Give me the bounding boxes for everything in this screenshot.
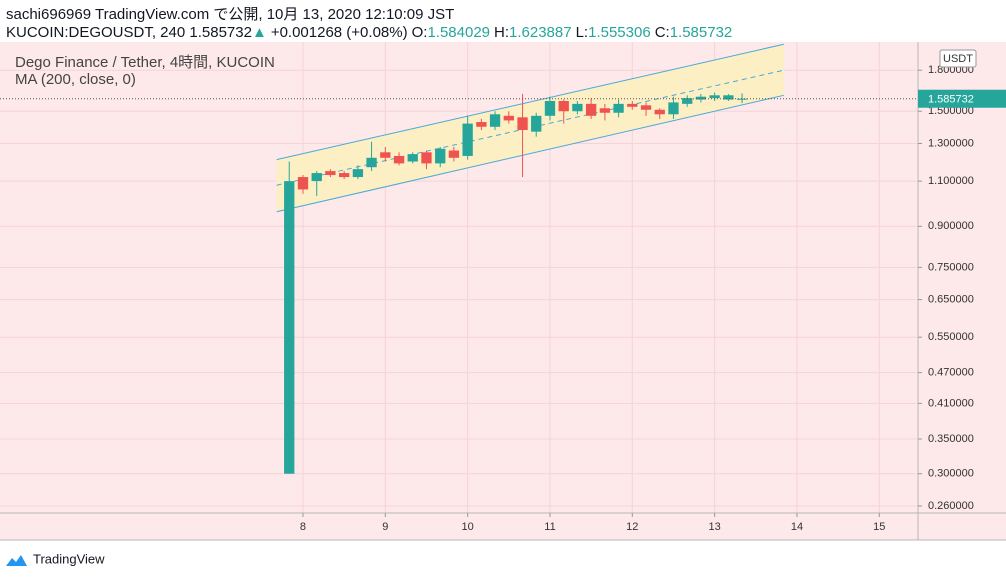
candle-body — [682, 98, 693, 104]
l-value: 1.555306 — [588, 24, 651, 41]
candle-body — [352, 169, 364, 178]
candle-body — [627, 103, 638, 107]
candle-body — [668, 102, 679, 115]
candle-body — [311, 173, 322, 182]
candle-body — [435, 148, 446, 164]
header-quote: KUCOIN:DEGOUSDT, 240 1.585732▲ +0.001268 … — [6, 24, 732, 41]
h-label: H: — [494, 24, 509, 41]
candle-body — [448, 150, 460, 158]
x-tick-label: 11 — [544, 521, 555, 533]
candle-body — [544, 100, 556, 116]
candle-body — [723, 95, 734, 100]
candle-body — [325, 171, 336, 176]
candle-body — [736, 98, 748, 100]
channel-lower — [276, 94, 784, 213]
y-tick-label: 0.350000 — [928, 433, 974, 445]
channel-upper — [276, 43, 784, 161]
candle-body — [695, 96, 707, 100]
x-tick-label: 14 — [791, 521, 803, 533]
candle-body — [709, 95, 720, 99]
candle-body — [654, 109, 665, 115]
footer: TradingView — [6, 551, 105, 566]
x-tick-label: 15 — [873, 521, 885, 533]
y-tick-label: 1.100000 — [928, 175, 974, 187]
l-label: L: — [576, 24, 589, 41]
x-tick-label: 13 — [709, 521, 721, 533]
plot-area — [0, 42, 918, 513]
symbol: KUCOIN:DEGOUSDT, 240 1.585732 — [6, 24, 252, 41]
last-price-tag — [918, 89, 1006, 108]
candle-body — [462, 123, 473, 156]
candle-body — [585, 103, 597, 116]
o-label: O: — [412, 24, 428, 41]
x-tick-label: 10 — [462, 521, 474, 533]
candle-body — [613, 103, 624, 113]
candle-body — [366, 157, 377, 168]
candle-body — [489, 114, 501, 127]
candle-body — [476, 122, 487, 127]
candle-body — [393, 155, 405, 164]
legend-indicator: MA (200, close, 0) — [15, 71, 136, 88]
candle-body — [421, 152, 432, 164]
y-tick-label: 1.300000 — [928, 137, 974, 149]
y-tick-label: 0.900000 — [928, 220, 974, 232]
change: +0.001268 (+0.08%) — [271, 24, 408, 41]
c-label: C: — [655, 24, 670, 41]
candle-body — [572, 103, 583, 112]
candle-body — [531, 115, 542, 132]
h-value: 1.623887 — [509, 24, 572, 41]
candle-body — [407, 154, 418, 162]
logo — [6, 555, 27, 566]
arrow: ▲ — [252, 24, 267, 41]
channel-middle — [276, 69, 784, 186]
footer-brand: TradingView — [33, 551, 105, 566]
candle-body — [297, 177, 309, 190]
y-tick-label: 0.410000 — [928, 397, 974, 409]
overlay: Dego Finance / Tether, 4時間, KUCOIN MA (2… — [15, 54, 275, 88]
y-tick-label: 0.750000 — [928, 261, 974, 273]
y-tick-label: 0.300000 — [928, 468, 974, 480]
x-tick-label: 9 — [382, 521, 388, 533]
candle-body — [558, 100, 569, 112]
candle-body — [517, 117, 528, 131]
c-value: 1.585732 — [670, 24, 733, 41]
x-tick-label: 8 — [300, 521, 306, 533]
last-price-label: 1.585732 — [928, 94, 974, 106]
candle-body — [380, 152, 391, 158]
header-line: sachi696969 TradingView.com で公開, 10月 13,… — [6, 6, 454, 23]
channel-band — [276, 44, 784, 212]
legend-instrument: Dego Finance / Tether, 4時間, KUCOIN — [15, 54, 275, 71]
currency-label: USDT — [943, 53, 973, 65]
currency-badge — [939, 49, 977, 68]
candle-body — [338, 173, 350, 178]
o-value: 1.584029 — [427, 24, 490, 41]
candle-body — [599, 108, 611, 113]
candle-body — [284, 181, 295, 474]
x-tick-label: 12 — [626, 521, 638, 533]
y-tick-label: 0.260000 — [928, 500, 974, 512]
candle-body — [503, 115, 514, 121]
y-tick-label: 1.500000 — [928, 105, 974, 117]
y-tick-label: 0.650000 — [928, 293, 974, 305]
y-tick-label: 0.470000 — [928, 367, 974, 379]
y-tick-label: 0.550000 — [928, 331, 974, 343]
candle-body — [640, 105, 652, 110]
